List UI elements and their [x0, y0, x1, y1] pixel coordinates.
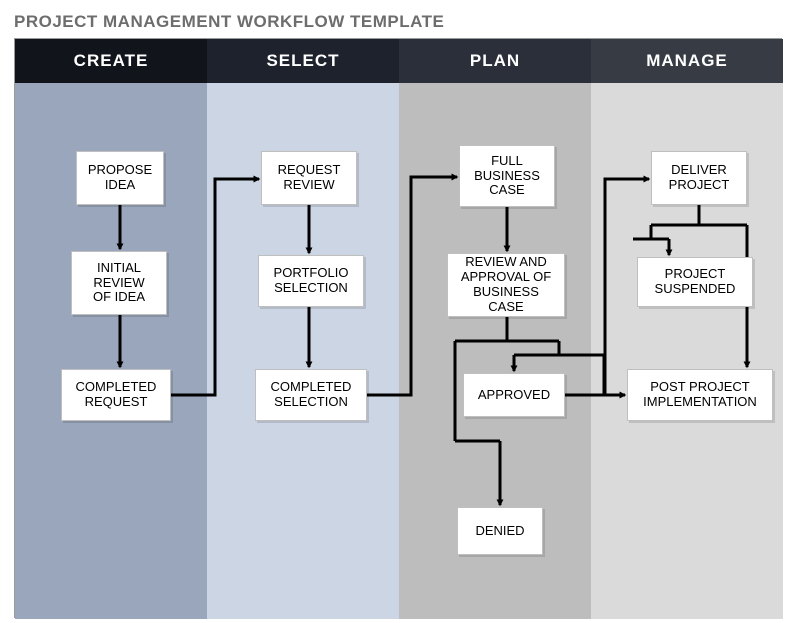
node-completed-selection: COMPLETEDSELECTION — [255, 369, 367, 421]
node-post-project-impl: POST PROJECTIMPLEMENTATION — [627, 369, 773, 421]
node-initial-review: INITIALREVIEWOF IDEA — [71, 251, 167, 315]
workflow-board: CREATESELECTPLANMANAGE PROPOSEIDEA INITIAL… — [14, 38, 782, 618]
lane-header-manage: MANAGE — [591, 39, 783, 83]
node-project-suspended: PROJECTSUSPENDED — [637, 257, 753, 307]
lane-header-select: SELECT — [207, 39, 399, 83]
node-approved: APPROVED — [463, 373, 565, 417]
lane-header-create: CREATE — [15, 39, 207, 83]
node-review-approval: REVIEW ANDAPPROVAL OFBUSINESS CASE — [447, 253, 565, 317]
lane-manage: MANAGE — [591, 39, 783, 619]
node-request-review: REQUESTREVIEW — [261, 151, 357, 205]
node-propose-idea: PROPOSEIDEA — [76, 151, 164, 205]
node-completed-request: COMPLETEDREQUEST — [61, 369, 171, 421]
node-full-business-case: FULLBUSINESSCASE — [459, 145, 555, 207]
node-portfolio-selection: PORTFOLIOSELECTION — [258, 255, 364, 307]
lane-header-plan: PLAN — [399, 39, 591, 83]
lane-select: SELECT — [207, 39, 399, 619]
node-denied: DENIED — [457, 507, 543, 555]
page-title: PROJECT MANAGEMENT WORKFLOW TEMPLATE — [14, 12, 782, 32]
lane-create: CREATE — [15, 39, 207, 619]
node-deliver-project: DELIVERPROJECT — [651, 151, 747, 205]
